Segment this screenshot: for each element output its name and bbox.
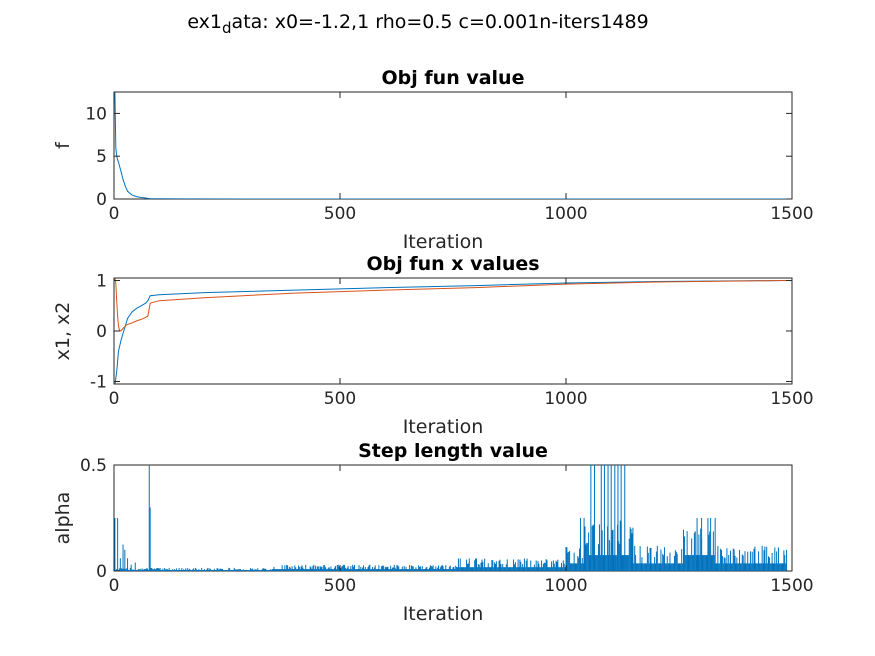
x-tick-label: 1000 (544, 204, 587, 224)
x-axis-label: Iteration (403, 603, 484, 625)
y-tick-label: -1 (90, 372, 107, 392)
x-tick-label: 1500 (770, 204, 813, 224)
figure-suptitle: ex1data: x0=-1.2,1 rho=0.5 c=0.001n-iter… (187, 11, 648, 37)
axes-title: Obj fun value (382, 67, 525, 89)
axes-box (113, 91, 793, 200)
y-axis-label: f (52, 141, 74, 149)
y-tick-label: 0 (96, 562, 107, 582)
y-tick-label: 0 (96, 322, 107, 342)
plot-step-length-value: 0 500 1000 1500 0 0.5 Step length value Iterati… (52, 440, 814, 625)
y-tick-label: 5 (96, 147, 107, 167)
plot-area (114, 278, 788, 384)
x-tick-label: 1000 (544, 389, 587, 409)
plot-area (114, 465, 788, 571)
x-tick-label: 0 (109, 204, 120, 224)
x-axis-label: Iteration (403, 231, 484, 253)
axes-box (113, 277, 793, 385)
y-tick-label: 0.5 (80, 456, 107, 476)
axes-title: Obj fun x values (366, 253, 539, 275)
x-axis-label: Iteration (403, 416, 484, 438)
x-tick-label: 500 (324, 204, 356, 224)
y-axis-label: alpha (52, 492, 74, 545)
x-tick-label: 0 (109, 576, 120, 596)
x-tick-label: 1500 (770, 576, 813, 596)
y-tick-label: 10 (85, 104, 107, 124)
series-line-2 (114, 278, 788, 332)
x-tick-label: 1000 (544, 576, 587, 596)
x-tick-label: 500 (324, 389, 356, 409)
plot-area (114, 92, 787, 199)
x-tick-label: 1500 (770, 389, 813, 409)
x-tick-label: 0 (109, 389, 120, 409)
y-tick-label: 0 (96, 190, 107, 210)
series-line-1 (114, 280, 788, 384)
y-tick-label: 1 (96, 272, 107, 292)
x-tick-label: 500 (324, 576, 356, 596)
series-line-1 (114, 92, 787, 199)
plot-obj-fun-value: 0 500 1000 1500 0 5 10 Obj fun value Iteration f (52, 67, 814, 253)
axes-box (113, 464, 793, 572)
axes-title: Step length value (358, 440, 548, 462)
y-axis-label: x1, x2 (52, 302, 74, 361)
